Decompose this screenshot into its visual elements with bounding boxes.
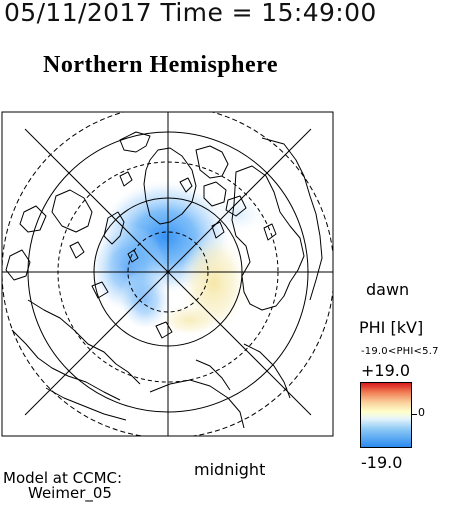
longitude-lines [2, 112, 333, 436]
hemisphere-title: Northern Hemisphere [43, 52, 279, 78]
colorbar-max-label: +19.0 [361, 361, 411, 380]
colorbar-zero-tick [412, 414, 417, 415]
model-credit-line1: Model at CCMC: [3, 469, 123, 487]
potential-positive-cell [160, 231, 248, 336]
colorbar [360, 382, 412, 448]
midnight-label: midnight [194, 460, 266, 479]
colorbar-range: -19.0<PHI<5.7 [361, 346, 439, 357]
colorbar-zero-label: 0 [418, 406, 425, 419]
colorbar-min-label: -19.0 [361, 453, 403, 472]
dawn-label: dawn [366, 280, 410, 299]
model-credit-line2: Weimer_05 [28, 484, 112, 502]
colorbar-title: PHI [kV] [359, 318, 424, 337]
coastlines [5, 131, 323, 429]
timestamp-title: 05/11/2017 Time = 15:49:00 [4, 0, 377, 27]
map-frame-border [1, 111, 334, 437]
